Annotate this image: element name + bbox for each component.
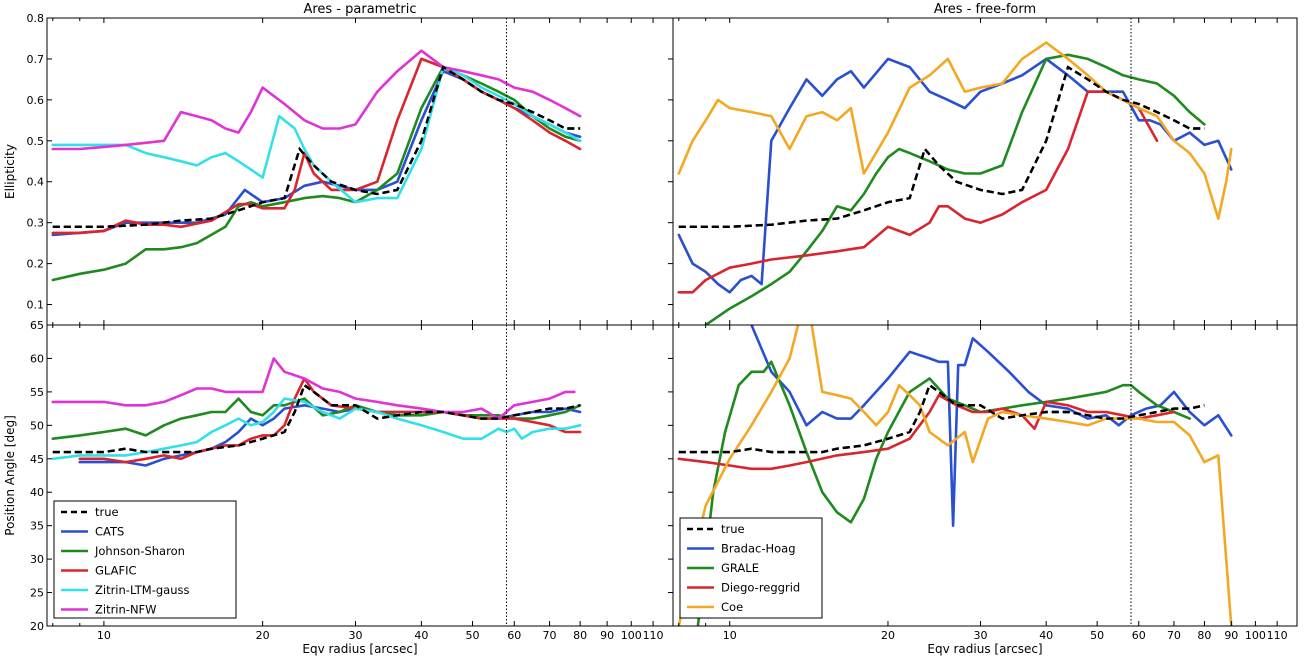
- x-tick-label: 70: [543, 629, 557, 642]
- x-tick-label: 50: [1090, 629, 1104, 642]
- y-tick-label: 45: [30, 453, 44, 466]
- series-line-zitrin-ltm-gauss: [51, 65, 582, 204]
- series-line-johnson-sharon: [51, 397, 582, 441]
- series-line-diego-reggrid: [677, 393, 1176, 471]
- series-line-true-overlay: [678, 65, 1205, 229]
- y-tick-label: 55: [30, 386, 44, 399]
- x-tick-label: 10: [723, 629, 737, 642]
- legend-label: GRALE: [721, 561, 759, 575]
- y-tick-label: 0.8: [27, 12, 45, 25]
- x-tick-label: 40: [1039, 629, 1053, 642]
- panel-param-ell: 0.1 0.2 0.3 0.4 0.5 0.6 0.7 0.8 Ares - parametri…: [3, 2, 674, 326]
- x-tick-label: 70: [1167, 629, 1181, 642]
- x-tick-label: 110: [1267, 629, 1288, 642]
- series-line-glafic: [51, 57, 582, 235]
- panel-free-pa: 10 20 30 40 50 60 70 80 90 100 110 Eqv radius [arcs…: [672, 324, 1298, 656]
- series-group: [51, 357, 582, 467]
- x-tick-label: 90: [1224, 629, 1238, 642]
- legend-label: CATS: [95, 525, 124, 539]
- legend-label: true: [95, 505, 119, 519]
- series-group: [677, 41, 1233, 325]
- y-tick-label: 25: [30, 587, 44, 600]
- y-tick-label: 0.3: [27, 217, 45, 230]
- series-line-coe: [677, 41, 1233, 220]
- panel-title: Ares - free-form: [934, 2, 1036, 17]
- y-tick-label: 40: [30, 486, 44, 499]
- panel-title: Ares - parametric: [303, 2, 416, 17]
- legend-label: Zitrin-NFW: [95, 603, 157, 617]
- x-axis-label: Eqv radius [arcsec]: [927, 642, 1042, 656]
- y-tick-label: 0.1: [27, 299, 45, 312]
- y-tick-label: 65: [30, 319, 44, 332]
- legend-label: Bradac-Hoag: [721, 542, 796, 556]
- x-tick-label: 20: [256, 629, 270, 642]
- y-tick-label: 0.2: [27, 258, 45, 271]
- series-line-grale: [696, 360, 1191, 626]
- x-tick-label: 40: [414, 629, 428, 642]
- legend-label: GLAFIC: [95, 564, 137, 578]
- legend-box: [53, 500, 237, 619]
- legend-label: Johnson-Sharon: [94, 544, 185, 558]
- x-tick-label: 90: [600, 629, 614, 642]
- legend-param-pa: true CATS Johnson-Sharon GLAFIC Zitrin-LTM-g…: [53, 500, 237, 619]
- axes-frame: [672, 324, 1298, 627]
- series-group: [51, 49, 582, 282]
- series-line-johnson-sharon: [51, 65, 582, 282]
- series-line-bradac-hoag: [677, 57, 1233, 294]
- series-line-true-overlay: [678, 383, 1205, 454]
- series-group: [677, 325, 1233, 626]
- x-tick-label: 10: [97, 629, 111, 642]
- series-line-coe: [677, 325, 1233, 626]
- x-tick-label: 110: [643, 629, 664, 642]
- y-tick-label: 0.7: [27, 53, 45, 66]
- series-line-true-overlay: [52, 383, 581, 454]
- y-axis-label: Position Angle [deg]: [3, 415, 17, 535]
- x-tick-label: 80: [573, 629, 587, 642]
- panel-free-ell: Ares - free-form: [672, 2, 1298, 326]
- x-axis-label: Eqv radius [arcsec]: [302, 642, 417, 656]
- x-tick-label: 80: [1197, 629, 1211, 642]
- y-tick-label: 20: [30, 620, 44, 633]
- legend-label: Diego-reggrid: [721, 581, 800, 595]
- x-tick-label: 30: [349, 629, 363, 642]
- legend-label: true: [721, 522, 745, 536]
- axes-frame: [46, 17, 674, 326]
- series-line-zitrin-nfw: [51, 357, 576, 420]
- legend-label: Coe: [721, 600, 743, 614]
- y-tick-label: 35: [30, 520, 44, 533]
- y-tick-label: 0.5: [27, 135, 45, 148]
- x-tick-label: 50: [465, 629, 479, 642]
- y-tick-label: 50: [30, 419, 44, 432]
- series-line-bradac-hoag: [750, 325, 1233, 528]
- x-tick-label: 60: [507, 629, 521, 642]
- x-tick-label: 20: [881, 629, 895, 642]
- series-line-true: [678, 65, 1205, 229]
- y-tick-label: 30: [30, 553, 44, 566]
- series-line-zitrin-ltm-gauss: [51, 397, 582, 461]
- legend-label: Zitrin-LTM-gauss: [95, 583, 189, 597]
- series-line-true-overlay: [52, 65, 581, 229]
- y-tick-label: 0.4: [27, 176, 45, 189]
- x-tick-label: 30: [974, 629, 988, 642]
- y-tick-label: 60: [30, 352, 44, 365]
- legend-free-pa: true Bradac-Hoag GRALE Diego-reggrid Coe: [679, 517, 823, 619]
- series-line-diego-reggrid: [677, 90, 1159, 294]
- x-tick-label: 60: [1132, 629, 1146, 642]
- y-axis-label: Ellipticity: [3, 144, 17, 199]
- series-line-grale: [704, 53, 1206, 325]
- x-tick-label: 100: [621, 629, 642, 642]
- x-tick-label: 100: [1245, 629, 1266, 642]
- y-tick-label: 0.6: [27, 94, 45, 107]
- panel-param-pa: 20 25 30 35 40 45 50 55 60 65 10 20 30 40 50 60 70 80 90 10…: [3, 319, 674, 656]
- series-line-zitrin-nfw: [51, 49, 582, 151]
